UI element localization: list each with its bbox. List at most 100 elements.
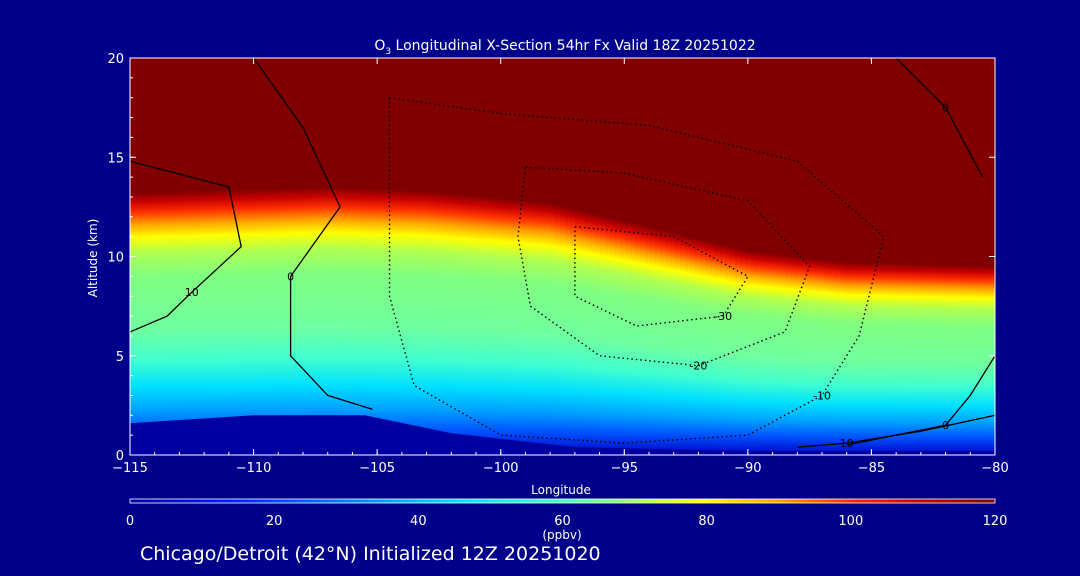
ozone-column — [885, 263, 891, 455]
ozone-column — [475, 195, 481, 455]
ozone-column — [165, 191, 171, 455]
ozone-column — [775, 254, 781, 455]
ozone-column — [140, 192, 146, 455]
ozone-column — [865, 262, 871, 455]
ozone-column — [595, 214, 601, 455]
ozone-column — [895, 263, 901, 455]
y-tick-label: 20 — [107, 52, 124, 67]
ozone-column — [310, 187, 316, 455]
ozone-column — [715, 243, 721, 455]
ozone-column — [625, 221, 631, 455]
ozone-column — [260, 188, 266, 455]
colorbar-tick-label: 60 — [554, 514, 571, 529]
ozone-column — [510, 199, 516, 455]
x-tick-label: −95 — [611, 461, 638, 476]
ozone-column — [795, 256, 801, 455]
y-tick-label: 0 — [116, 449, 124, 464]
ozone-column — [255, 189, 261, 455]
ozone-column — [805, 257, 811, 455]
ozone-column — [780, 254, 786, 455]
ozone-column — [615, 219, 621, 455]
ozone-column — [535, 201, 541, 455]
ozone-column — [790, 255, 796, 455]
ozone-column — [370, 188, 376, 455]
contour-label: -20 — [689, 360, 707, 373]
ozone-column — [610, 217, 616, 455]
ozone-column — [290, 187, 296, 455]
ozone-column — [235, 189, 241, 455]
ozone-column — [750, 250, 756, 455]
terrain-mask — [130, 415, 995, 455]
ozone-column — [480, 196, 486, 455]
contour-label: -30 — [714, 310, 732, 323]
ozone-column — [420, 190, 426, 455]
ozone-column — [130, 192, 136, 455]
colorbar-tick-label: 120 — [983, 514, 1008, 529]
ozone-column — [835, 261, 841, 455]
ozone-column — [900, 263, 906, 455]
ozone-column — [185, 191, 191, 455]
ozone-column — [265, 188, 271, 455]
ozone-column — [490, 197, 496, 455]
x-tick-label: −85 — [858, 461, 885, 476]
contour-5 — [895, 58, 984, 178]
ozone-column — [575, 209, 581, 455]
ozone-column — [695, 238, 701, 455]
ozone-column — [725, 245, 731, 455]
ozone-column — [375, 188, 381, 455]
ozone-column — [415, 190, 421, 455]
ozone-column — [325, 186, 331, 455]
ozone-column — [620, 220, 626, 455]
ozone-column — [360, 188, 366, 455]
ozone-column — [600, 215, 606, 455]
contour-label: 0 — [287, 270, 294, 283]
colorbar-strip — [129, 498, 996, 504]
ozone-column — [830, 260, 836, 455]
ozone-column — [190, 190, 196, 455]
contour-4 — [130, 160, 242, 333]
ozone-column — [755, 251, 761, 455]
ozone-column — [410, 190, 416, 455]
ozone-column — [150, 192, 156, 455]
ozone-column — [855, 262, 861, 455]
ozone-column — [860, 262, 866, 455]
y-tick-label: 15 — [107, 151, 124, 166]
y-tick-label: 5 — [116, 350, 124, 365]
ozone-column — [305, 187, 311, 455]
ozone-column — [350, 187, 356, 455]
ozone-column — [925, 264, 931, 455]
ozone-column — [645, 226, 651, 455]
ozone-column — [240, 189, 246, 455]
y-axis: 0 5 10 15 20 — [107, 52, 995, 464]
ozone-column — [465, 194, 471, 455]
x-tick-label: −80 — [981, 461, 1008, 476]
ozone-column — [745, 250, 751, 455]
colorbar-tick-label: 40 — [410, 514, 427, 529]
contour-0 — [388, 97, 885, 444]
ozone-column — [440, 192, 446, 455]
ozone-column — [525, 200, 531, 455]
ozone-column — [250, 189, 256, 455]
ozone-column — [580, 210, 586, 455]
ozone-column — [650, 227, 656, 455]
contour-1 — [517, 166, 811, 367]
ozone-column — [200, 190, 206, 455]
ozone-column — [340, 187, 346, 455]
ozone-column — [870, 263, 876, 455]
chart-title: O3 Longitudinal X-Section 54hr Fx Valid … — [374, 38, 755, 57]
ozone-column — [555, 204, 561, 455]
ozone-column — [470, 195, 476, 455]
x-tick-label: −100 — [483, 461, 519, 476]
ozone-column — [735, 247, 741, 455]
ozone-column — [980, 265, 986, 455]
contour-7 — [797, 414, 995, 448]
ozone-column — [815, 258, 821, 455]
ozone-column — [905, 263, 911, 455]
ozone-column — [680, 234, 686, 455]
ozone-column — [605, 216, 611, 455]
footer-caption: Chicago/Detroit (42°N) Initialized 12Z 2… — [140, 543, 601, 565]
contour-3 — [253, 58, 373, 410]
ozone-column — [760, 252, 766, 455]
